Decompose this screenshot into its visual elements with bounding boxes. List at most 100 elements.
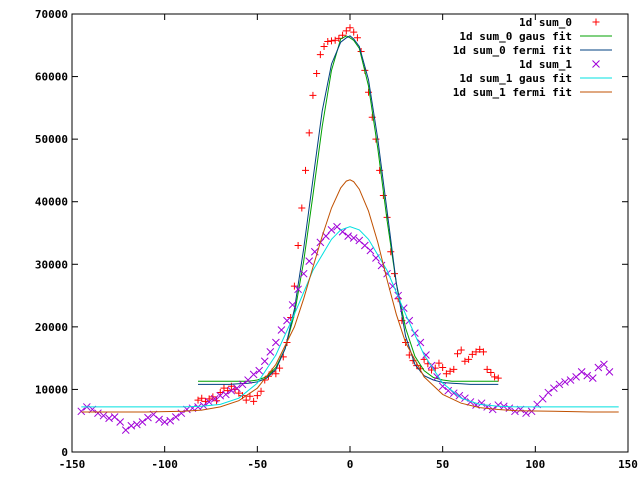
data-point [260, 357, 269, 366]
data-point [438, 382, 447, 391]
data-point [416, 338, 425, 347]
data-point [221, 390, 230, 399]
data-point [511, 407, 519, 416]
data-point [205, 395, 213, 403]
data-point [594, 363, 603, 372]
data-point [277, 326, 286, 334]
data-point [242, 396, 250, 404]
data-point [468, 350, 476, 358]
x-tick-label: 0 [347, 458, 354, 471]
data-point [433, 373, 441, 381]
data-point [435, 359, 443, 367]
y-tick-label: 0 [61, 446, 68, 459]
data-point [577, 368, 586, 376]
data-point [316, 51, 324, 59]
data-point [353, 34, 361, 42]
data-point [266, 348, 275, 356]
plot-area [77, 24, 619, 434]
data-point [138, 418, 147, 426]
data-point [453, 350, 461, 358]
data-point [294, 242, 302, 250]
data-point [444, 386, 453, 395]
data-point [249, 370, 258, 379]
data-point [544, 388, 553, 397]
data-point [210, 394, 219, 403]
data-point [205, 398, 214, 406]
data-point [442, 370, 450, 378]
data-point [461, 357, 469, 365]
data-point [555, 380, 564, 389]
data-point [450, 365, 458, 373]
series-line [81, 179, 619, 413]
y-tick-label: 10000 [35, 383, 68, 396]
data-point [233, 384, 241, 393]
data-point [494, 374, 502, 382]
data-point [479, 348, 487, 356]
data-point [411, 329, 419, 337]
x-tick-label: 50 [436, 458, 449, 471]
data-point [331, 36, 339, 44]
y-tick-label: 70000 [35, 8, 68, 21]
data-point [488, 405, 497, 414]
series-line [81, 226, 619, 408]
data-point [299, 269, 308, 278]
data-point [133, 420, 141, 429]
series-1 [198, 35, 499, 382]
data-point [350, 28, 358, 36]
data-point [422, 351, 430, 359]
data-point [116, 418, 125, 426]
data-point [283, 316, 291, 325]
x-tick-label: 150 [618, 458, 638, 471]
y-tick-label: 20000 [35, 321, 68, 334]
data-point [457, 346, 465, 354]
series-3 [77, 222, 614, 434]
legend-label: 1d sum_0 fermi fit [453, 44, 572, 57]
data-point [320, 43, 328, 51]
legend-swatch [592, 18, 600, 26]
legend-label: 1d sum_1 fermi fit [453, 86, 572, 99]
data-point [171, 413, 180, 421]
data-point [288, 301, 297, 309]
data-point [144, 413, 152, 422]
data-point [346, 24, 354, 32]
data-point [257, 387, 265, 395]
series-0 [194, 24, 502, 405]
data-point [298, 204, 306, 212]
series-5 [81, 179, 619, 413]
data-point [313, 69, 321, 77]
data-point [366, 246, 375, 255]
data-point [235, 389, 243, 397]
x-tick-label: -100 [151, 458, 178, 471]
data-point [250, 397, 258, 405]
data-point [344, 232, 353, 240]
data-point [327, 226, 336, 234]
data-point [253, 392, 261, 400]
data-point [77, 407, 86, 416]
data-point [399, 304, 408, 312]
data-point [327, 37, 335, 45]
y-tick-label: 60000 [35, 71, 68, 84]
data-point [272, 370, 280, 378]
x-tick-label: -50 [247, 458, 267, 471]
data-point [309, 91, 317, 99]
data-point [255, 366, 264, 375]
y-tick-label: 50000 [35, 133, 68, 146]
data-point [387, 248, 395, 256]
data-point [94, 409, 102, 418]
data-point [272, 338, 280, 347]
data-point [472, 348, 480, 356]
x-tick-label: 100 [525, 458, 545, 471]
y-tick-label: 30000 [35, 258, 68, 271]
data-point [439, 364, 447, 372]
series-4 [81, 226, 619, 408]
data-point [605, 368, 614, 376]
data-point [324, 38, 332, 46]
data-point [227, 386, 236, 395]
data-point [487, 369, 495, 377]
data-point [246, 392, 254, 400]
data-point [550, 384, 558, 393]
legend-label: 1d sum_1 gaus fit [459, 72, 572, 85]
legend-label: 1d sum_0 gaus fit [459, 30, 572, 43]
data-point [483, 365, 491, 373]
